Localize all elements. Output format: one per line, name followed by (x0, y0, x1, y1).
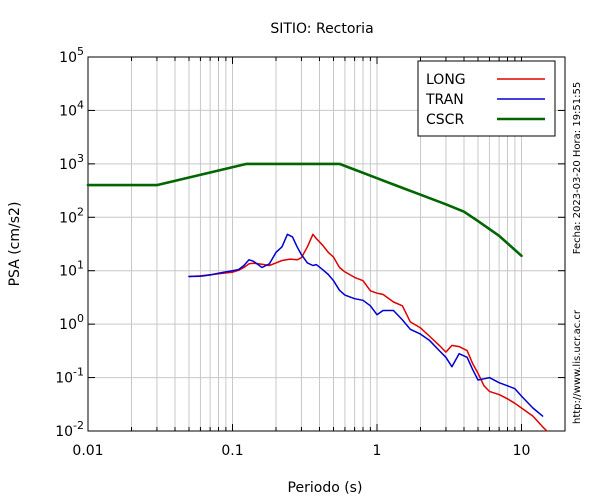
x-tick-label: 0.1 (221, 443, 243, 459)
legend-label-long: LONG (426, 72, 466, 88)
y-axis-label: PSA (cm/s2) (7, 202, 23, 287)
x-tick-label: 0.01 (72, 443, 103, 459)
y-tick-labels: 10-2 10-1 100 101 102 103 104 105 (55, 45, 84, 440)
series-line-cscr (86, 162, 523, 258)
series-line-long (188, 233, 548, 432)
footer-url: http://www.lis.ucr.ac.cr (572, 309, 583, 424)
grid (88, 57, 565, 431)
series-line-tran (188, 233, 544, 417)
legend-label-cscr: CSCR (426, 112, 464, 128)
x-tick-label: 1 (373, 443, 382, 459)
y-tick-label: 10-2 (55, 419, 84, 440)
y-tick-label: 102 (59, 205, 84, 226)
axis-ticks (87, 56, 566, 432)
plot-frame (87, 56, 566, 432)
y-tick-label: 104 (59, 98, 84, 119)
x-tick-label: 10 (513, 443, 531, 459)
legend-label-tran: TRAN (425, 92, 464, 108)
chart-title: SITIO: Rectoria (270, 21, 373, 37)
data-lines (86, 162, 548, 432)
x-tick-labels: 0.01 0.1 1 10 (72, 443, 530, 459)
y-tick-label: 105 (59, 45, 84, 66)
y-tick-label: 10-1 (55, 366, 84, 387)
x-axis-label: Periodo (s) (288, 480, 363, 496)
legend: LONG TRAN CSCR (417, 60, 556, 137)
y-tick-label: 101 (59, 259, 84, 280)
y-tick-label: 103 (59, 152, 84, 173)
timestamp-text: Fecha: 2023-03-20 Hora: 19:51:55 (572, 82, 583, 255)
y-tick-label: 100 (59, 312, 84, 333)
